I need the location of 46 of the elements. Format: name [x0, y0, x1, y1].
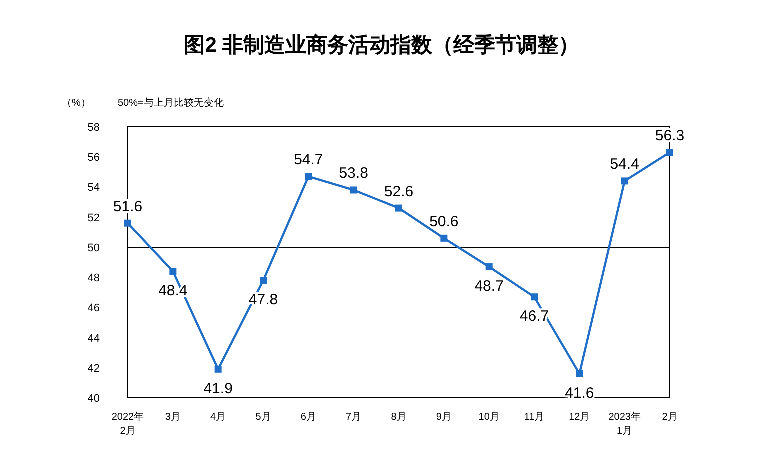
data-label: 41.9	[204, 380, 233, 398]
point	[214, 366, 222, 373]
y-tick-label: 46	[88, 302, 100, 315]
x-tick-label: 10月	[478, 412, 500, 423]
data-label: 53.8	[339, 165, 368, 182]
x-tick-label: 2023年 1月	[608, 411, 641, 437]
y-tick-label: 44	[88, 332, 100, 345]
x-tick-label: 3月	[165, 412, 181, 423]
x-tick-label: 7月	[346, 412, 362, 423]
point	[396, 204, 402, 212]
x-tick-label: 11月	[524, 412, 545, 423]
x-tick-label: 12月	[569, 412, 590, 423]
chart-title: 图2 非制造业商务活动指数（经季节调整）	[184, 33, 580, 57]
x-tick-label: 9月	[436, 412, 452, 423]
point	[124, 220, 132, 227]
point	[531, 294, 538, 301]
y-tick-label: 48	[88, 272, 100, 285]
data-label: 48.7	[474, 278, 504, 296]
data-label: 50.6	[430, 213, 459, 230]
data-label: 52.6	[384, 183, 414, 200]
point	[305, 173, 312, 180]
x-tick-label: 8月	[391, 412, 407, 423]
point	[576, 370, 584, 378]
y-axis-title: （%）	[62, 98, 91, 109]
point	[666, 149, 674, 156]
point	[350, 186, 358, 194]
y-tick-label: 50	[88, 242, 100, 254]
data-label: 54.7	[294, 152, 324, 169]
x-tick-label: 2022年 2月	[112, 411, 144, 437]
y-tick-label: 54	[88, 182, 100, 194]
x-tick-label: 4月	[210, 412, 226, 423]
y-tick-label: 42	[88, 362, 100, 375]
text: 50%=与上月比较无变化	[118, 97, 224, 109]
y-tick-label: 52	[88, 212, 100, 224]
point	[260, 277, 267, 284]
data-label: 54.4	[610, 156, 640, 174]
x-tick-label: 6月	[300, 412, 316, 423]
x-tick-label: 2月	[662, 412, 678, 423]
point	[621, 178, 628, 185]
x-tick-label: 5月	[256, 412, 272, 423]
point	[170, 268, 177, 276]
point	[486, 264, 493, 271]
y-tick-label: 58	[88, 122, 100, 134]
y-tick-label: 40	[88, 393, 100, 405]
y-tick-label: 56	[88, 152, 100, 164]
point	[440, 234, 448, 242]
